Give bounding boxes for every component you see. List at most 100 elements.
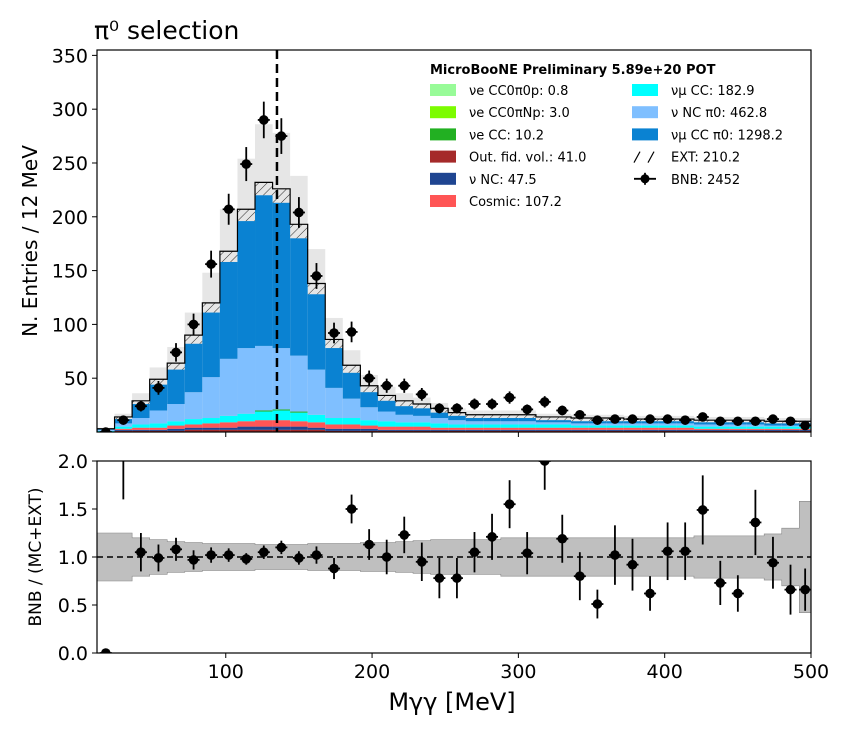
stack-segment [219,251,238,262]
stack-segment [764,426,782,429]
stack-segment [641,425,659,428]
bnb-point [345,321,358,343]
y-tick-label: 200 [52,207,88,229]
bnb-point [117,415,130,425]
stack-segment [430,427,449,430]
ratio-point [626,538,639,591]
stack-segment [641,427,659,430]
bnb-point [433,403,446,414]
y-tick-label: 300 [52,99,88,121]
stack-segment [202,312,220,378]
legend: MicroBooNE Preliminary 5.89e+20 POT νe C… [430,63,783,210]
bnb-point [503,391,516,404]
stack-segment [255,195,273,346]
stack-segment [535,424,554,428]
stack-segment [606,425,624,428]
stack-segment [606,427,624,430]
bnb-point [644,414,657,424]
ratio-point [556,514,569,563]
stack-segment [307,427,326,430]
bnb-point [292,197,305,228]
bnb-point [749,416,762,427]
bnb-point [799,420,811,431]
ratio-point [591,589,604,619]
ratio-point [433,557,446,599]
stack-segment [167,404,185,422]
bnb-point [328,322,341,344]
stack-segment [360,420,378,426]
stack-segment [255,429,273,432]
stack-segment [658,427,677,430]
ratio-point [679,522,692,581]
stack-segment [729,426,747,429]
stack-segment [448,415,466,421]
stack-segment [307,422,326,428]
y-tick-label: 0.5 [58,595,88,617]
stack-segment [290,238,308,356]
bnb-point [310,263,323,289]
stack-segment [395,400,414,407]
bnb-point [521,404,534,415]
ratio-point [275,540,288,555]
stack-segment [781,425,800,427]
legend-swatch [430,128,456,141]
stack-segment [360,407,378,421]
ratio-point [468,532,481,573]
stack-segment [184,335,203,344]
ratio-point [310,546,323,564]
stack-segment [430,423,449,428]
ratio-point [257,545,270,559]
stack-segment [729,429,747,431]
stack-segment [693,422,712,425]
x-tick-label: 100 [208,661,244,683]
stack-segment [483,421,501,425]
bnb-point [415,387,428,401]
y-tick-label: 100 [52,314,88,336]
bnb-point [731,416,744,427]
stack-segment [149,429,168,431]
ratio-point [573,552,586,601]
stack-segment [623,429,642,431]
stack-segment [729,428,747,430]
stack-segment [430,412,449,419]
stack-segment [518,427,536,430]
stack-segment [448,424,466,428]
stack-segment [606,429,624,431]
stack-segment [307,369,326,415]
stack-segment [202,427,220,430]
stack-segment [132,418,150,425]
ratio-point [766,536,779,589]
stack-segment [413,426,431,430]
ratio-point [398,516,411,554]
stack-segment [658,425,677,428]
bnb-point [486,398,499,410]
ratio-point [450,557,463,599]
stack-segment [149,427,168,430]
stack-segment [553,420,572,423]
legend-header: MicroBooNE Preliminary 5.89e+20 POT [430,63,716,78]
legend-label: BNB: 2452 [671,173,740,188]
stack-segment [764,428,782,430]
bnb-point [573,409,586,420]
bnb-point [222,193,235,225]
ratio-point [696,475,709,545]
legend-label: νe CC: 10.2 [469,128,544,143]
bnb-point [696,412,709,422]
bnb-point [275,118,288,154]
stack-segment [290,429,308,432]
stack-segment [500,424,519,428]
stack-segment [237,209,256,222]
top-y-ticks: 50 100 150 200 250 300 350 [52,45,97,390]
ratio-point [122,461,125,500]
stack-segment [219,429,238,432]
stack-segment [114,428,133,430]
stack-segment [202,429,220,432]
ratio-point [521,532,534,575]
stack-segment [290,412,308,422]
stack-segment [307,429,326,432]
ratio-point [240,553,253,565]
stack-segment [167,425,185,429]
stack-segment [413,415,431,423]
stack-segment [184,427,203,430]
